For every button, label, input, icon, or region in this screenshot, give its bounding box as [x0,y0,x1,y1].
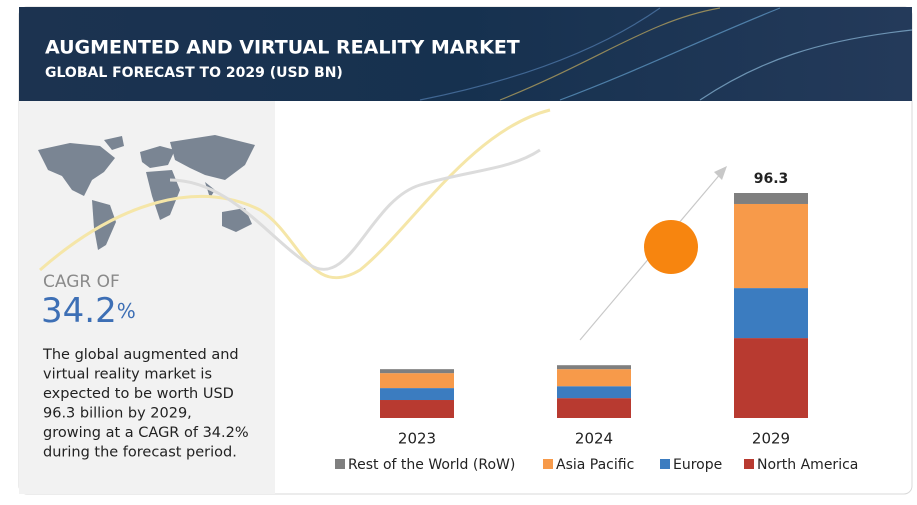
chart: 2023 2024 96.3 2029 Rest of the World (RoW) A… [335,171,858,473]
subtitle: GLOBAL FORECAST TO 2029 (USD BN) [45,65,343,81]
header-decoration [419,7,913,101]
bar-segment [380,388,454,401]
description-line: expected to be worth USD [43,386,234,402]
legend-swatch [660,459,670,469]
description-line: growing at a CAGR of 34.2% [43,425,249,441]
cagr-value: 34.2 [41,291,117,331]
arrow-head [714,166,727,180]
decorative-circle [644,220,698,274]
bar-segment [557,365,631,370]
bar-segment [734,288,808,339]
cagr-figure: 34.2% [41,291,136,331]
x-tick-label: 2029 [752,430,790,448]
description-line: during the forecast period. [43,445,237,461]
bar-segment [557,369,631,387]
legend-swatch [744,459,754,469]
legend-swatch [543,459,553,469]
bar-segment [380,373,454,389]
bar-segment [734,203,808,289]
bar-segment [380,369,454,374]
world-map [38,135,255,250]
legend-swatch [335,459,345,469]
bar-segment [734,193,808,204]
legend-label: Rest of the World (RoW) [348,457,515,473]
bar-segment [734,338,808,418]
cagr-label: CAGR OF [43,272,120,292]
bar-segment [557,386,631,399]
description-line: virtual reality market is [43,367,212,383]
decorative-curves [39,108,551,280]
bar-segment [380,400,454,418]
legend-label: North America [757,457,858,473]
title: AUGMENTED AND VIRTUAL REALITY MARKET [45,37,520,59]
x-tick-label: 2023 [398,430,436,448]
description: The global augmented and virtual reality … [42,347,249,461]
cagr-unit: % [117,299,136,323]
header-band [19,7,912,101]
description-line: The global augmented and [42,347,239,363]
bar-segment [557,398,631,418]
description-line: 96.3 billion by 2029, [43,406,192,422]
legend-label: Europe [673,457,722,473]
total-label: 96.3 [754,171,789,187]
x-tick-label: 2024 [575,430,613,448]
legend-label: Asia Pacific [556,457,634,473]
